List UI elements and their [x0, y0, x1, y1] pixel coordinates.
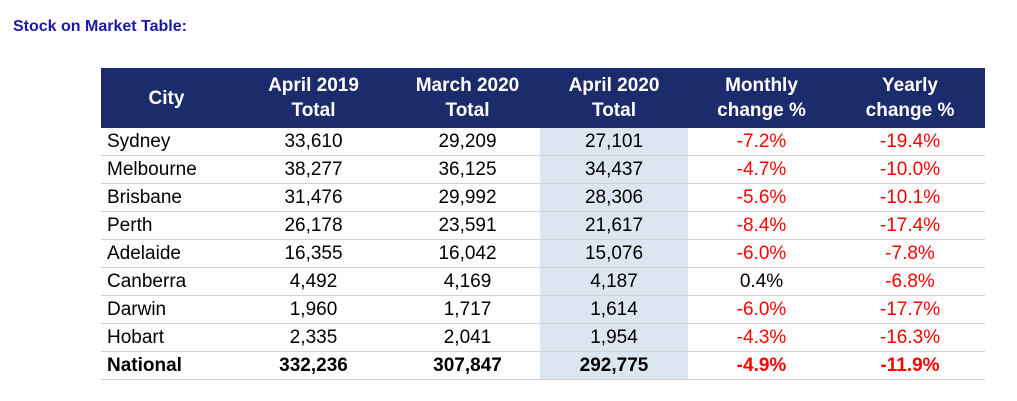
value-cell: -10.0% [835, 155, 985, 184]
value-cell: -4.7% [688, 155, 835, 184]
title: Stock on Market Table: [13, 18, 187, 35]
table-row: Sydney 33,610 29,209 27,101 -7.2% -19.4% [101, 128, 985, 156]
value-cell: 33,610 [232, 128, 395, 156]
value-cell: 307,847 [395, 351, 540, 380]
table-row: Adelaide 16,355 16,042 15,076 -6.0% -7.8% [101, 239, 985, 268]
header-row: City April 2019 Total March 2020 Total April … [101, 68, 985, 128]
value-cell: 38,277 [232, 155, 395, 184]
value-cell: 34,437 [540, 155, 688, 184]
header-cell: City [101, 68, 232, 128]
city-cell: National [101, 351, 232, 380]
value-cell: 2,335 [232, 323, 395, 352]
value-cell: 26,178 [232, 211, 395, 240]
table-row: Hobart 2,335 2,041 1,954 -4.3% -16.3% [101, 323, 985, 352]
value-cell: -4.9% [688, 351, 835, 380]
value-cell: -6.0% [688, 239, 835, 268]
header-text: Yearly [882, 75, 938, 96]
value-cell: 27,101 [540, 128, 688, 156]
value-cell: -4.3% [688, 323, 835, 352]
table-body: Sydney 33,610 29,209 27,101 -7.2% -19.4% Melbo… [101, 128, 985, 380]
header-text: April 2019 [268, 75, 359, 96]
stock-table: City April 2019 Total March 2020 Total April … [101, 68, 985, 380]
header-text: April 2020 [568, 75, 660, 96]
city-cell: Brisbane [101, 183, 232, 212]
value-cell: -8.4% [688, 211, 835, 240]
value-cell: 4,492 [232, 267, 395, 296]
city-cell: Canberra [101, 267, 232, 296]
value-cell: -17.7% [835, 295, 985, 324]
value-cell: 36,125 [395, 155, 540, 184]
value-cell: 2,041 [395, 323, 540, 352]
value-cell: 29,992 [395, 183, 540, 212]
city-cell: Hobart [101, 323, 232, 352]
header-text: change % [865, 100, 955, 121]
value-cell: -11.9% [835, 351, 985, 380]
header-text: Monthly [725, 75, 798, 96]
header-text: Total [291, 100, 336, 121]
header-cell: Yearly change % [835, 68, 985, 128]
total-row: National 332,236 307,847 292,775 -4.9% -11.9% [101, 351, 985, 380]
value-cell: -17.4% [835, 211, 985, 240]
value-cell: -19.4% [835, 128, 985, 156]
value-cell: 1,960 [232, 295, 395, 324]
header-cell: April 2019 Total [232, 68, 395, 128]
table-row: Brisbane 31,476 29,992 28,306 -5.6% -10.1% [101, 183, 985, 212]
value-cell: -16.3% [835, 323, 985, 352]
value-cell: 4,187 [540, 267, 688, 296]
value-cell: 4,169 [395, 267, 540, 296]
header-text: March 2020 [415, 75, 520, 96]
header-cell: March 2020 Total [395, 68, 540, 128]
city-cell: Perth [101, 211, 232, 240]
value-cell: 15,076 [540, 239, 688, 268]
header-cell: Monthly change % [688, 68, 835, 128]
header-cell: April 2020 Total [540, 68, 688, 128]
value-cell: -5.6% [688, 183, 835, 212]
table-row: Darwin 1,960 1,717 1,614 -6.0% -17.7% [101, 295, 985, 324]
city-cell: Adelaide [101, 239, 232, 268]
value-cell: 1,614 [540, 295, 688, 324]
value-cell: 28,306 [540, 183, 688, 212]
value-cell: 16,042 [395, 239, 540, 268]
table-row: Melbourne 38,277 36,125 34,437 -4.7% -10.0% [101, 155, 985, 184]
value-cell: 1,717 [395, 295, 540, 324]
value-cell: 332,236 [232, 351, 395, 380]
city-cell: Darwin [101, 295, 232, 324]
value-cell: 16,355 [232, 239, 395, 268]
value-cell: 31,476 [232, 183, 395, 212]
header-text: Total [445, 100, 490, 121]
value-cell: 292,775 [540, 351, 688, 380]
value-cell: -7.8% [835, 239, 985, 268]
value-cell: 23,591 [395, 211, 540, 240]
value-cell: 29,209 [395, 128, 540, 156]
table-row: Canberra 4,492 4,169 4,187 0.4% -6.8% [101, 267, 985, 296]
value-cell: -6.0% [688, 295, 835, 324]
value-cell: 1,954 [540, 323, 688, 352]
city-cell: Sydney [101, 128, 232, 156]
table-row: Perth 26,178 23,591 21,617 -8.4% -17.4% [101, 211, 985, 240]
header-text: Total [592, 100, 636, 121]
header-text: change % [717, 100, 806, 121]
value-cell: -7.2% [688, 128, 835, 156]
header-text: City [148, 87, 185, 109]
value-cell: 21,617 [540, 211, 688, 240]
value-cell: -6.8% [835, 267, 985, 296]
city-cell: Melbourne [101, 155, 232, 184]
value-cell: 0.4% [688, 267, 835, 296]
value-cell: -10.1% [835, 183, 985, 212]
